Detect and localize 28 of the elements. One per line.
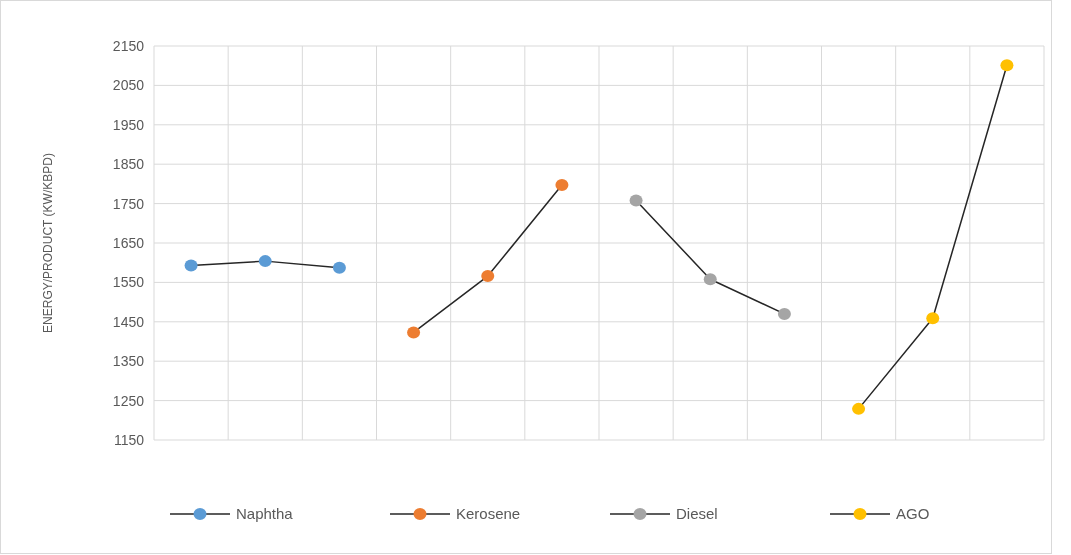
point [332,261,346,274]
legend-label: Diesel [676,505,718,523]
point [555,179,569,192]
point [407,326,421,339]
legend-label: Kerosene [456,505,521,523]
y-tick-label: 1350 [112,353,145,370]
point [184,259,198,272]
point [777,307,791,320]
y-tick-label: 1950 [112,116,145,133]
y-tick-label: 1550 [112,274,145,291]
y-tick-label: 1150 [113,431,145,448]
point [629,194,643,207]
y-tick-label: 2050 [112,77,145,94]
y-tick-label: 1450 [112,313,145,330]
legend-label: Naphtha [236,505,294,523]
y-tick-label: 1650 [112,234,145,251]
point [703,273,717,286]
y-tick-label: 1250 [112,392,145,409]
point [481,270,495,283]
y-tick-label: 2150 [112,37,145,54]
y-tick-label: 1750 [112,195,145,212]
y-axis-title: ENERGY/PRODUCT (KW/KBPD) [41,153,55,333]
point [1000,59,1014,72]
y-tick-label: 1850 [112,156,145,173]
legend-label: AGO [896,505,930,523]
point [852,402,866,415]
point [258,255,272,268]
point [926,312,940,325]
